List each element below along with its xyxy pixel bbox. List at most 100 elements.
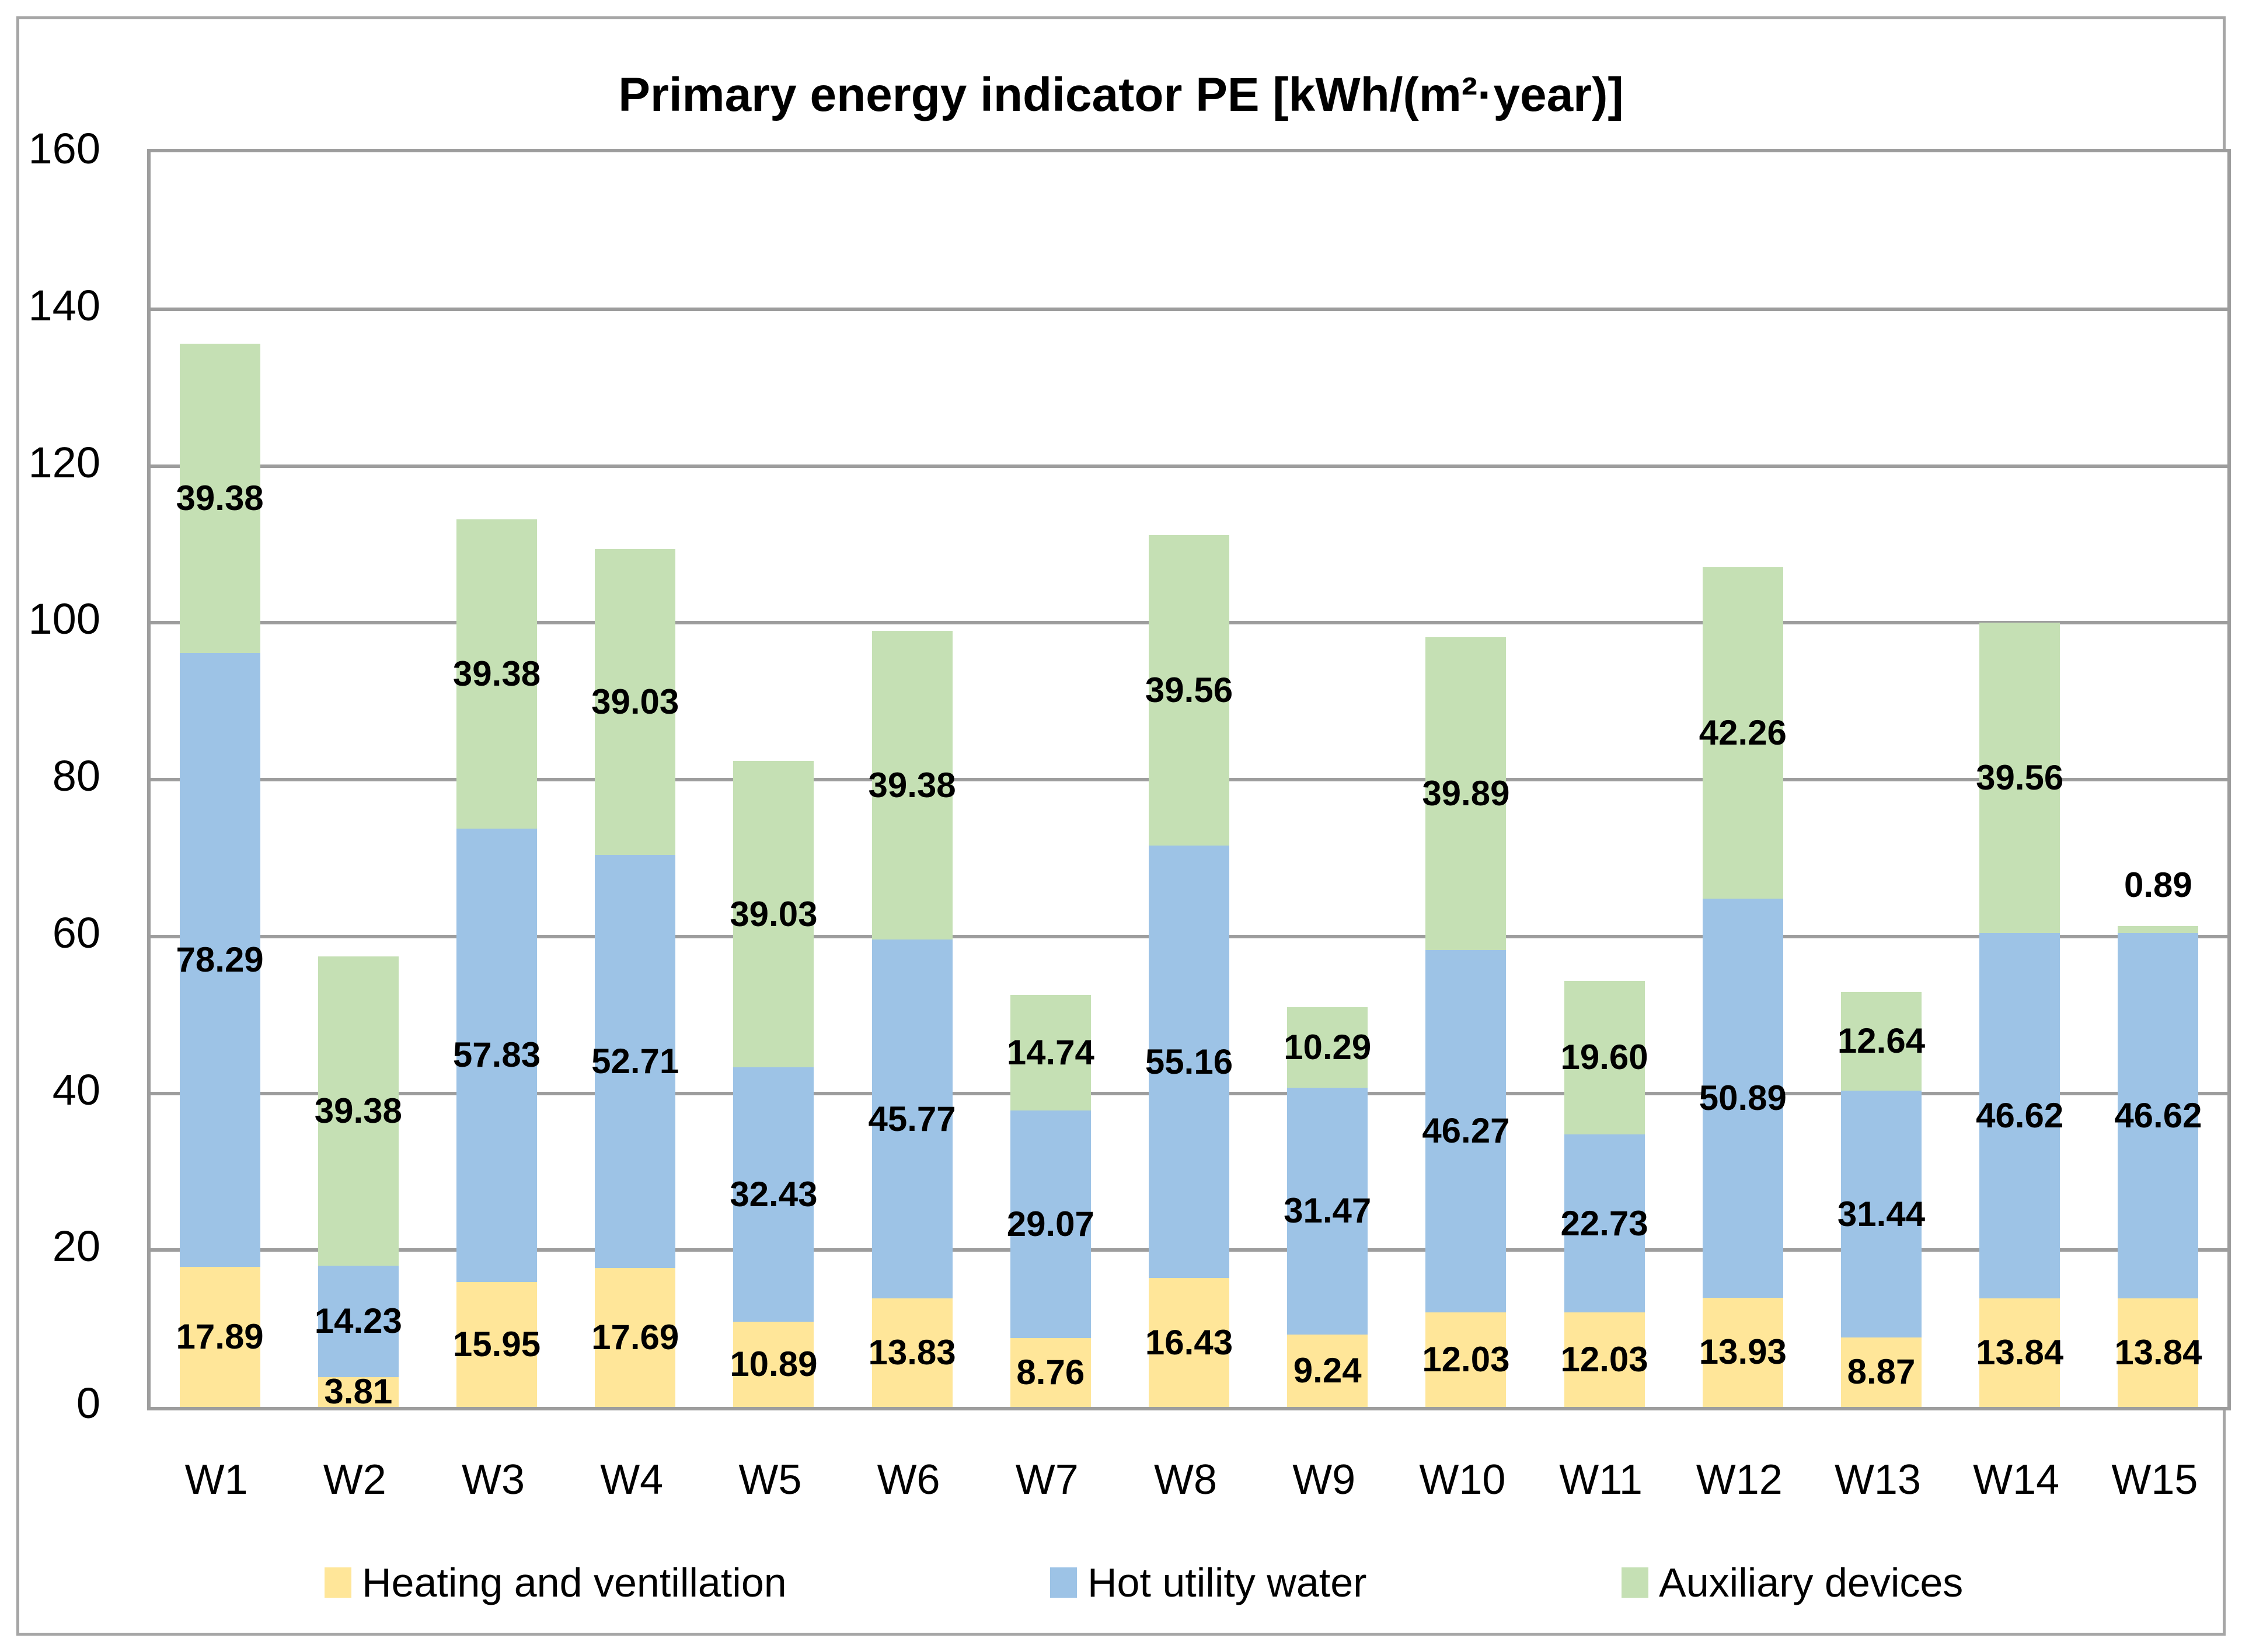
bar-segment (595, 855, 676, 1269)
data-label: 14.23 (314, 1301, 402, 1341)
data-label: 46.62 (1976, 1095, 2064, 1135)
legend-item-label: Heating and ventillation (362, 1560, 787, 1605)
bar-segment (1149, 1278, 1229, 1407)
bar-segment (1564, 1134, 1645, 1313)
data-label: 46.27 (1422, 1111, 1510, 1151)
data-label: 14.74 (1006, 1032, 1094, 1072)
x-axis-tick-label: W7 (1015, 1457, 1079, 1503)
x-axis-tick-label: W11 (1559, 1457, 1643, 1503)
bar-segment (1287, 1007, 1368, 1088)
x-axis-tick-label: W15 (2111, 1457, 2198, 1503)
data-label: 0.89 (2124, 865, 2192, 904)
x-axis-tick-label: W14 (1973, 1457, 2060, 1503)
legend-item: Hot utility water (1050, 1559, 1366, 1606)
data-label: 10.29 (1284, 1027, 1372, 1067)
bar-segment (1979, 1298, 2060, 1407)
bar-segment (318, 1265, 399, 1377)
data-label: 19.60 (1560, 1038, 1648, 1077)
data-label: 57.83 (452, 1035, 541, 1075)
bar-segment (1841, 1091, 1922, 1337)
bar-segment (1702, 1297, 1783, 1407)
bar-segment (318, 956, 399, 1266)
x-axis-tick-label: W13 (1834, 1457, 1922, 1503)
chart-title: Primary energy indicator PE [kWh/(m²·yea… (618, 68, 1624, 121)
data-label: 52.71 (591, 1042, 679, 1081)
data-label: 32.43 (730, 1174, 818, 1214)
bar-segment (733, 761, 814, 1067)
bar-segment (595, 1268, 676, 1407)
legend-item-label: Auxiliary devices (1659, 1560, 1964, 1605)
data-label: 31.44 (1837, 1194, 1926, 1234)
legend-item-label: Hot utility water (1087, 1560, 1367, 1605)
data-label: 8.87 (1847, 1352, 1916, 1392)
y-axis-tick-label: 120 (28, 438, 100, 487)
bar-segment (1425, 1312, 1507, 1407)
bar-segment (1564, 1312, 1645, 1407)
bar-segment (1149, 846, 1229, 1279)
legend-swatch-icon (1050, 1567, 1077, 1598)
legend-item: Auxiliary devices (1622, 1559, 1963, 1606)
x-axis-tick-label: W10 (1419, 1457, 1506, 1503)
data-label: 12.64 (1837, 1021, 1926, 1061)
bar-segment (1287, 1087, 1368, 1335)
x-axis-tick-label: W1 (184, 1457, 248, 1503)
y-axis-tick-label: 60 (52, 908, 100, 957)
x-axis-tick-label: W5 (738, 1457, 802, 1503)
bar-segment (318, 1377, 399, 1407)
x-axis-tick-label: W4 (600, 1457, 664, 1503)
y-axis-tick-label: 80 (52, 752, 100, 800)
data-label: 39.89 (1422, 773, 1510, 813)
bar-segment (1702, 567, 1783, 899)
data-label: 10.89 (730, 1344, 818, 1384)
bar-segment (1979, 623, 2060, 933)
y-axis-tick-label: 140 (28, 281, 100, 330)
x-axis-tick-label: W9 (1292, 1457, 1356, 1503)
bar-segment (2118, 1298, 2199, 1407)
bar-segment (179, 652, 260, 1267)
legend-swatch-icon (325, 1567, 351, 1598)
y-axis-tick-label: 40 (52, 1065, 100, 1114)
data-label: 39.56 (1976, 757, 2064, 797)
bar-segment (1010, 1338, 1091, 1407)
x-axis-tick-label: W12 (1696, 1457, 1783, 1503)
bar-segment (871, 939, 953, 1299)
data-label: 39.38 (176, 478, 264, 518)
data-label: 39.03 (591, 682, 679, 721)
data-label: 22.73 (1560, 1203, 1648, 1243)
data-label: 31.47 (1284, 1191, 1372, 1231)
data-label: 39.56 (1145, 670, 1233, 710)
bar-segment (2118, 925, 2199, 933)
bar-segment (1841, 1337, 1922, 1407)
bar-segment (1425, 949, 1507, 1313)
bar-segment (179, 1266, 260, 1407)
data-label: 45.77 (868, 1099, 956, 1138)
bar-segment (456, 1281, 537, 1407)
data-label: 55.16 (1145, 1042, 1233, 1081)
x-axis-tick-label: W3 (462, 1457, 525, 1503)
legend-item: Heating and ventillation (325, 1559, 787, 1606)
bar-segment (1010, 1110, 1091, 1339)
gridline (151, 464, 2227, 468)
x-axis-tick-label: W8 (1154, 1457, 1217, 1503)
bar-segment (1702, 899, 1783, 1298)
x-axis-tick-label: W6 (877, 1457, 940, 1503)
bar-segment (1287, 1334, 1368, 1407)
x-axis-tick-label: W2 (323, 1457, 386, 1503)
bar-segment (733, 1321, 814, 1407)
y-axis-tick-label: 0 (76, 1379, 100, 1427)
data-label: 8.76 (1016, 1353, 1085, 1392)
data-label: 13.83 (868, 1333, 956, 1372)
data-label: 17.69 (591, 1318, 679, 1357)
data-label: 50.89 (1699, 1078, 1787, 1117)
bar-segment (1010, 994, 1091, 1110)
data-label: 16.43 (1145, 1322, 1233, 1362)
legend-swatch-icon (1622, 1567, 1648, 1598)
bar-segment (2118, 932, 2199, 1299)
bar-segment (1841, 991, 1922, 1091)
data-label: 39.38 (452, 654, 541, 693)
data-label: 3.81 (324, 1372, 393, 1412)
bar-segment (871, 1298, 953, 1407)
data-label: 39.38 (868, 765, 956, 805)
y-axis-tick-label: 160 (28, 124, 100, 173)
